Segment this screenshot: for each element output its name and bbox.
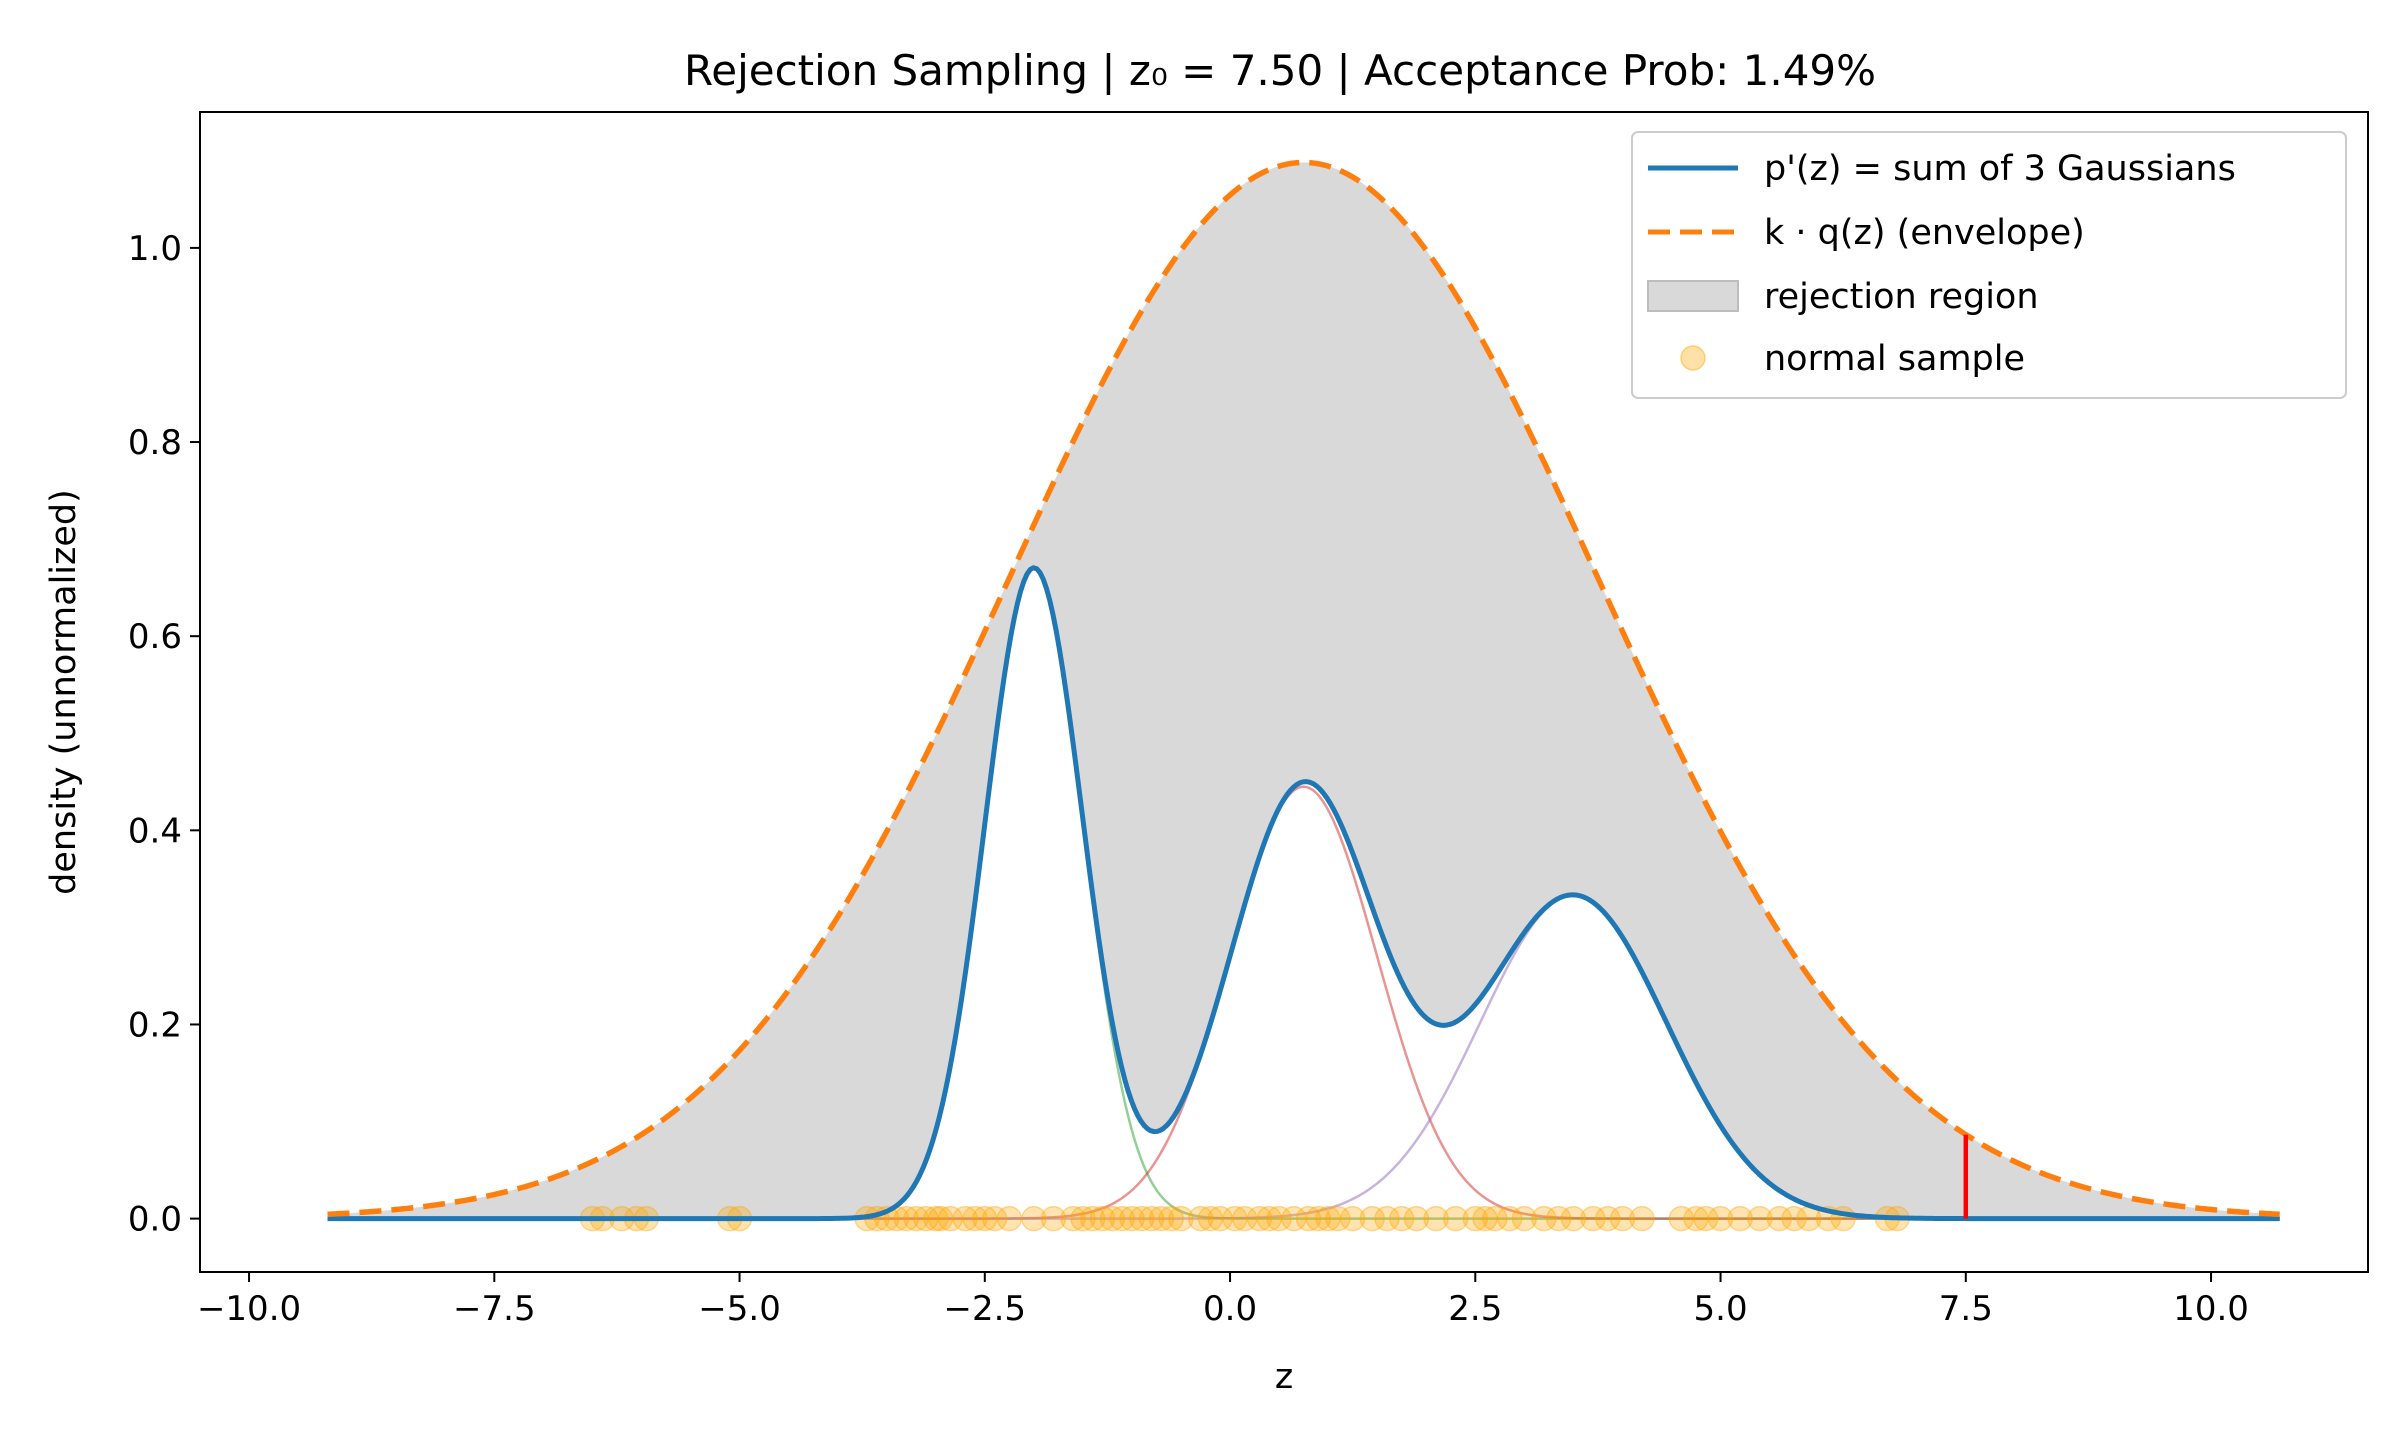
sample-point [1109, 1205, 1135, 1232]
sample-point [1511, 1205, 1538, 1232]
x-axis-label: z [1275, 1357, 1293, 1397]
sample-point [952, 1205, 978, 1232]
sample-point [1129, 1205, 1155, 1232]
sample-point [1168, 1205, 1194, 1232]
sample-point [1315, 1205, 1341, 1232]
sample-point [1158, 1205, 1184, 1232]
sample-point [1531, 1205, 1557, 1232]
legend-swatch-sample [1680, 345, 1706, 371]
sample-point [1359, 1205, 1386, 1232]
sample-point [1232, 1205, 1258, 1232]
y-axis-label: density (unnormalized) [44, 489, 84, 895]
chart-title: Rejection Sampling | z₀ = 7.50 | Accepta… [684, 46, 1876, 95]
legend: p'(z) = sum of 3 Gaussians k · q(z) (env… [1631, 131, 2347, 399]
sample-point [1747, 1205, 1773, 1232]
sample-point [1281, 1205, 1307, 1232]
sample-point [1060, 1205, 1086, 1232]
x-tick-label: 2.5 [1448, 1289, 1502, 1329]
sample-point [1781, 1205, 1807, 1232]
sample-point [981, 1205, 1008, 1232]
x-tick-label: 0.0 [1203, 1289, 1257, 1329]
sample-point [1207, 1205, 1233, 1232]
x-tick-label: −10.0 [197, 1289, 301, 1329]
sample-points [579, 1205, 1910, 1232]
x-tick-label: −7.5 [453, 1289, 536, 1329]
plot-area [327, 159, 2280, 1232]
sample-point [1295, 1205, 1322, 1232]
y-tick-label: 0.8 [128, 423, 182, 463]
sample-point [1629, 1205, 1655, 1232]
sample-point [927, 1205, 954, 1232]
y-tick-label: 0.0 [128, 1200, 182, 1240]
sample-point [937, 1205, 964, 1232]
sample-point [1222, 1205, 1248, 1232]
sample-point [1545, 1205, 1572, 1232]
sample-point [923, 1205, 949, 1232]
sample-point [1040, 1205, 1067, 1232]
axes-frame [199, 111, 2369, 1273]
sample-point [1580, 1205, 1606, 1232]
sample-point [1148, 1205, 1175, 1232]
sample-point [1766, 1205, 1793, 1232]
sample-point [1472, 1205, 1498, 1232]
sample-point [962, 1205, 988, 1232]
sample-point [1482, 1205, 1508, 1232]
sample-point [1325, 1205, 1351, 1232]
sample-point [903, 1205, 929, 1232]
sample-point [1339, 1205, 1366, 1232]
sample-point [1021, 1205, 1047, 1232]
sample-point [1089, 1205, 1116, 1232]
sample-point [913, 1205, 939, 1232]
sample-point [1246, 1205, 1273, 1232]
x-tick-label: 10.0 [2173, 1289, 2249, 1329]
y-tick-label: 0.6 [128, 617, 182, 657]
sample-point [1138, 1205, 1165, 1232]
y-tick-label: 1.0 [128, 229, 182, 269]
sample-point [1099, 1205, 1126, 1232]
sample-point [1119, 1205, 1145, 1232]
sample-point [1070, 1205, 1096, 1232]
y-axis-ticks: 0.0 0.2 0.4 0.6 0.8 1.0 [128, 229, 200, 1240]
sample-point [1266, 1205, 1292, 1232]
y-tick-label: 0.2 [128, 1005, 182, 1045]
sample-point [1079, 1205, 1106, 1232]
sample-point [1462, 1205, 1489, 1232]
sample-point [1693, 1205, 1719, 1232]
sample-point [1707, 1205, 1734, 1232]
legend-label-envelope: k · q(z) (envelope) [1764, 213, 2085, 253]
x-tick-label: −5.0 [698, 1289, 781, 1329]
legend-swatch-rejection [1647, 280, 1739, 312]
envelope-curve [327, 159, 2280, 1218]
y-tick-label: 0.4 [128, 811, 182, 851]
mixture-curve [327, 565, 2280, 1222]
sample-point [996, 1205, 1023, 1232]
sample-point [1683, 1205, 1709, 1232]
sample-point [1256, 1205, 1283, 1232]
legend-label-mixture: p'(z) = sum of 3 Gaussians [1764, 149, 2236, 189]
legend-label-rejection: rejection region [1764, 277, 2039, 317]
x-tick-label: −2.5 [944, 1289, 1027, 1329]
sample-point [893, 1205, 920, 1232]
legend-frame [1631, 131, 2347, 399]
sample-point [972, 1205, 998, 1232]
sample-point [1609, 1205, 1636, 1232]
sample-point [1305, 1205, 1332, 1232]
sample-point [1187, 1205, 1214, 1232]
sample-point [1374, 1205, 1400, 1232]
legend-label-sample: normal sample [1764, 339, 2025, 379]
sample-point [1560, 1205, 1587, 1232]
x-tick-label: 5.0 [1694, 1289, 1748, 1329]
sample-point [1594, 1205, 1621, 1232]
sample-point [1727, 1205, 1753, 1232]
sample-point [1442, 1205, 1469, 1232]
sample-point [1423, 1205, 1449, 1232]
sample-point [1197, 1205, 1224, 1232]
x-axis-ticks: −10.0 −7.5 −5.0 −2.5 0.0 2.5 5.0 7.5 10.0 [197, 1272, 2249, 1329]
x-tick-label: 7.5 [1939, 1289, 1993, 1329]
sample-point [1388, 1205, 1415, 1232]
sample-point [1403, 1205, 1430, 1232]
sample-point [1668, 1205, 1695, 1232]
sample-point [1496, 1205, 1523, 1232]
